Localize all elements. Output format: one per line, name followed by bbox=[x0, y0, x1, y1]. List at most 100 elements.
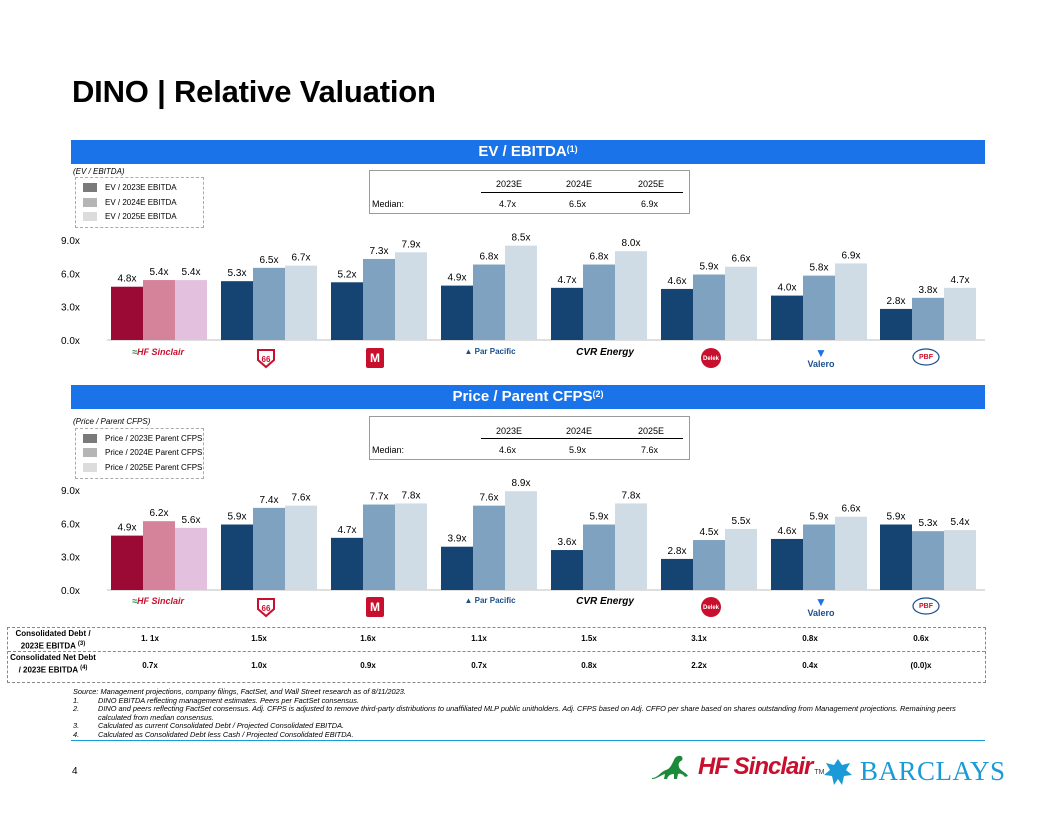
debt-row1-label-text: Consolidated Debt / 2023E EBITDA bbox=[15, 629, 91, 651]
ev-ebitda-band: EV / EBITDA(1) bbox=[71, 140, 985, 164]
cfps-bar-0-1 bbox=[143, 521, 175, 590]
cfps-median-2024: 5.9x bbox=[569, 445, 587, 455]
cfps-band: Price / Parent CFPS(2) bbox=[71, 385, 985, 409]
cfps-label-4-1: 5.9x bbox=[590, 512, 609, 523]
logo-slot-4: CVR Energy bbox=[575, 596, 635, 607]
debt-row1-value-7: 0.6x bbox=[913, 634, 929, 643]
footnote-4-text: Calculated as Consolidated Debt less Cas… bbox=[98, 729, 354, 739]
ev-legend-label-2024: EV / 2024E EBITDA bbox=[105, 198, 177, 207]
ev-label-1-0: 5.3x bbox=[228, 268, 247, 279]
debt-row1-value-1: 1.5x bbox=[251, 634, 267, 643]
ev-bar-4-2 bbox=[615, 251, 647, 340]
cfps-label-5-2: 5.5x bbox=[732, 516, 751, 527]
footnote-source: Source: Management projections, company … bbox=[73, 687, 406, 696]
cfps-bar-3-2 bbox=[505, 491, 537, 590]
par-pacific-logo: ▲ Par Pacific bbox=[464, 596, 516, 605]
logo-slot-2: M bbox=[345, 596, 405, 620]
ev-legend-item-2024: EV / 2024E EBITDA bbox=[83, 198, 177, 207]
cfps-bar-1-1 bbox=[253, 507, 285, 590]
cfps-legend-item-2024: Price / 2024E Parent CFPS bbox=[83, 448, 202, 457]
logo-slot-7: PBF bbox=[896, 347, 956, 369]
ev-bar-7-2 bbox=[944, 287, 976, 340]
ev-label-3-2: 8.5x bbox=[512, 233, 531, 244]
svg-text:PBF: PBF bbox=[919, 603, 934, 610]
ev-median-header-2025: 2025E bbox=[638, 179, 665, 189]
valero-logo: ▼ Valero bbox=[807, 346, 835, 369]
pbf-logo: PBF bbox=[912, 597, 940, 615]
cfps-median-2023: 4.6x bbox=[499, 445, 517, 455]
cfps-bar-5-1 bbox=[693, 540, 725, 590]
footnote-1-num: 1. bbox=[73, 695, 80, 705]
cfps-label-0-1: 6.2x bbox=[150, 508, 169, 519]
ev-bar-2-2 bbox=[395, 252, 427, 340]
svg-text:Delek: Delek bbox=[703, 605, 720, 611]
ev-bar-3-0 bbox=[441, 285, 473, 340]
logo-slot-3: ▲ Par Pacific bbox=[460, 596, 520, 605]
cfps-label-7-1: 5.3x bbox=[919, 518, 938, 529]
ev-legend-label-2023: EV / 2023E EBITDA bbox=[105, 183, 177, 192]
ev-label-3-0: 4.9x bbox=[448, 273, 467, 284]
cfps-median-rule bbox=[481, 438, 683, 439]
ev-label-7-1: 3.8x bbox=[919, 285, 938, 296]
ev-median-2024: 6.5x bbox=[569, 199, 587, 209]
footnote-3-num: 3. bbox=[73, 721, 80, 731]
cfps-legend-item-2025: Price / 2025E Parent CFPS bbox=[83, 463, 202, 472]
ev-bar-1-2 bbox=[285, 265, 317, 340]
svg-text:M: M bbox=[370, 600, 380, 614]
cfps-legend-label-2025: Price / 2025E Parent CFPS bbox=[105, 463, 203, 472]
cfps-label-3-2: 8.9x bbox=[512, 478, 531, 489]
cfps-label-2-1: 7.7x bbox=[370, 492, 389, 503]
cfps-bar-2-0 bbox=[331, 537, 363, 590]
ev-legend: EV / 2023E EBITDA EV / 2024E EBITDA EV /… bbox=[75, 177, 204, 228]
footnote-1: 1. DINO EBITDA reflecting management esti… bbox=[73, 695, 973, 706]
ev-median-label: Median: bbox=[372, 199, 405, 209]
cfps-label-3-1: 7.6x bbox=[480, 493, 499, 504]
logo-slot-1: 66 bbox=[236, 596, 296, 620]
footnote-2-num: 2. bbox=[73, 704, 80, 714]
ev-label-2-0: 5.2x bbox=[338, 269, 357, 280]
cfps-median-2025: 7.6x bbox=[641, 445, 659, 455]
ev-bar-1-1 bbox=[253, 267, 285, 340]
cfps-bar-4-0 bbox=[551, 550, 583, 590]
cfps-label-3-0: 3.9x bbox=[448, 534, 467, 545]
svg-text:Delek: Delek bbox=[703, 356, 720, 362]
trademark-symbol: TM bbox=[814, 769, 825, 776]
logo-slot-1: 66 bbox=[236, 347, 296, 371]
cfps-label-2-2: 7.8x bbox=[402, 490, 421, 501]
ev-median-rule bbox=[481, 192, 683, 193]
ev-sublabel: (EV / EBITDA) bbox=[73, 167, 125, 176]
cfps-label-1-0: 5.9x bbox=[228, 512, 247, 523]
delek-logo: Delek bbox=[701, 597, 721, 617]
cfps-legend-label-2023: Price / 2023E Parent CFPS bbox=[105, 434, 203, 443]
hf-sinclair-logo: ≈HF Sinclair bbox=[132, 596, 184, 606]
ev-bar-3-2 bbox=[505, 245, 537, 340]
cfps-band-title: Price / Parent CFPS bbox=[452, 388, 593, 405]
ev-median-table: 2023E 2024E 2025E Median: 4.7x 6.5x 6.9x bbox=[369, 170, 690, 214]
ev-band-sup: (1) bbox=[566, 144, 578, 154]
cfps-median-label: Median: bbox=[372, 445, 405, 455]
ev-label-3-1: 6.8x bbox=[480, 252, 499, 263]
ev-label-6-1: 5.8x bbox=[810, 263, 829, 274]
pbf-logo: PBF bbox=[912, 348, 940, 366]
debt-row1-value-5: 3.1x bbox=[691, 634, 707, 643]
svg-text:66: 66 bbox=[262, 604, 271, 613]
debt-row1-value-2: 1.6x bbox=[360, 634, 376, 643]
marathon-logo: M bbox=[366, 348, 384, 368]
cfps-label-1-2: 7.6x bbox=[292, 493, 311, 504]
ev-bar-1-0 bbox=[221, 281, 253, 340]
ev-label-6-0: 4.0x bbox=[778, 283, 797, 294]
ev-median-2023: 4.7x bbox=[499, 199, 517, 209]
cfps-ytick-3: 9.0x bbox=[61, 486, 80, 497]
logo-slot-0: ≈HF Sinclair bbox=[128, 596, 188, 606]
cfps-bar-3-0 bbox=[441, 546, 473, 590]
cfps-sublabel: (Price / Parent CFPS) bbox=[73, 417, 151, 426]
par-pacific-logo: ▲ Par Pacific bbox=[464, 347, 516, 356]
ev-label-5-1: 5.9x bbox=[700, 262, 719, 273]
barclays-footer-text: BARCLAYS bbox=[860, 756, 1006, 786]
debt-table-divider bbox=[8, 651, 985, 652]
footnote-1-text: DINO EBITDA reflecting management estima… bbox=[98, 695, 359, 705]
ev-bar-4-1 bbox=[583, 264, 615, 340]
debt-row2-label: Consolidated Net Debt / 2023E EBITDA (4) bbox=[8, 652, 98, 676]
cfps-bar-7-2 bbox=[944, 530, 976, 590]
debt-row1-value-4: 1.5x bbox=[581, 634, 597, 643]
